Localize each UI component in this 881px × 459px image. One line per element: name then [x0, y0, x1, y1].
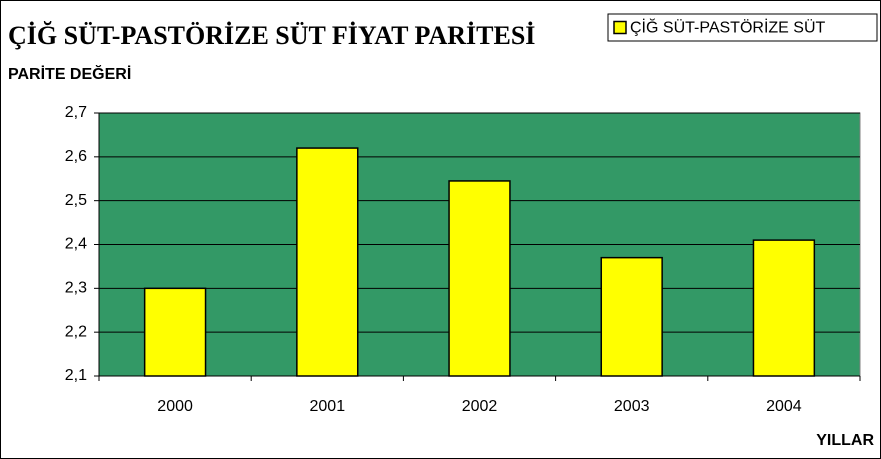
legend-label: ÇİĞ SÜT-PASTÖRİZE SÜT [630, 18, 826, 37]
y-tick-label: 2,6 [65, 148, 87, 165]
bar [600, 256, 663, 377]
y-tick-label: 2,4 [65, 236, 87, 253]
bar [448, 180, 511, 377]
y-tick-label: 2,3 [65, 280, 87, 297]
bar [752, 239, 816, 377]
x-tick-label: 2003 [614, 398, 650, 415]
chart-title: ÇİĞ SÜT-PASTÖRİZE SÜT FİYAT PARİTESİ [8, 21, 535, 50]
x-tick-label: 2001 [310, 398, 346, 415]
y-tick-label: 2,5 [65, 192, 87, 209]
y-tick-label: 2,2 [65, 323, 87, 340]
bar [296, 147, 359, 377]
x-tick-label: 2004 [766, 398, 802, 415]
bar [143, 287, 207, 377]
y-tick-label: 2,1 [65, 367, 87, 384]
x-tick-label: 2002 [462, 398, 498, 415]
x-axis-label: YILLAR [816, 432, 874, 449]
legend [607, 13, 878, 42]
x-tick-label: 2000 [157, 398, 193, 415]
legend-swatch [613, 20, 627, 35]
y-tick-label: 2,7 [65, 104, 87, 121]
y-axis-label: PARİTE DEĞERİ [8, 64, 131, 83]
